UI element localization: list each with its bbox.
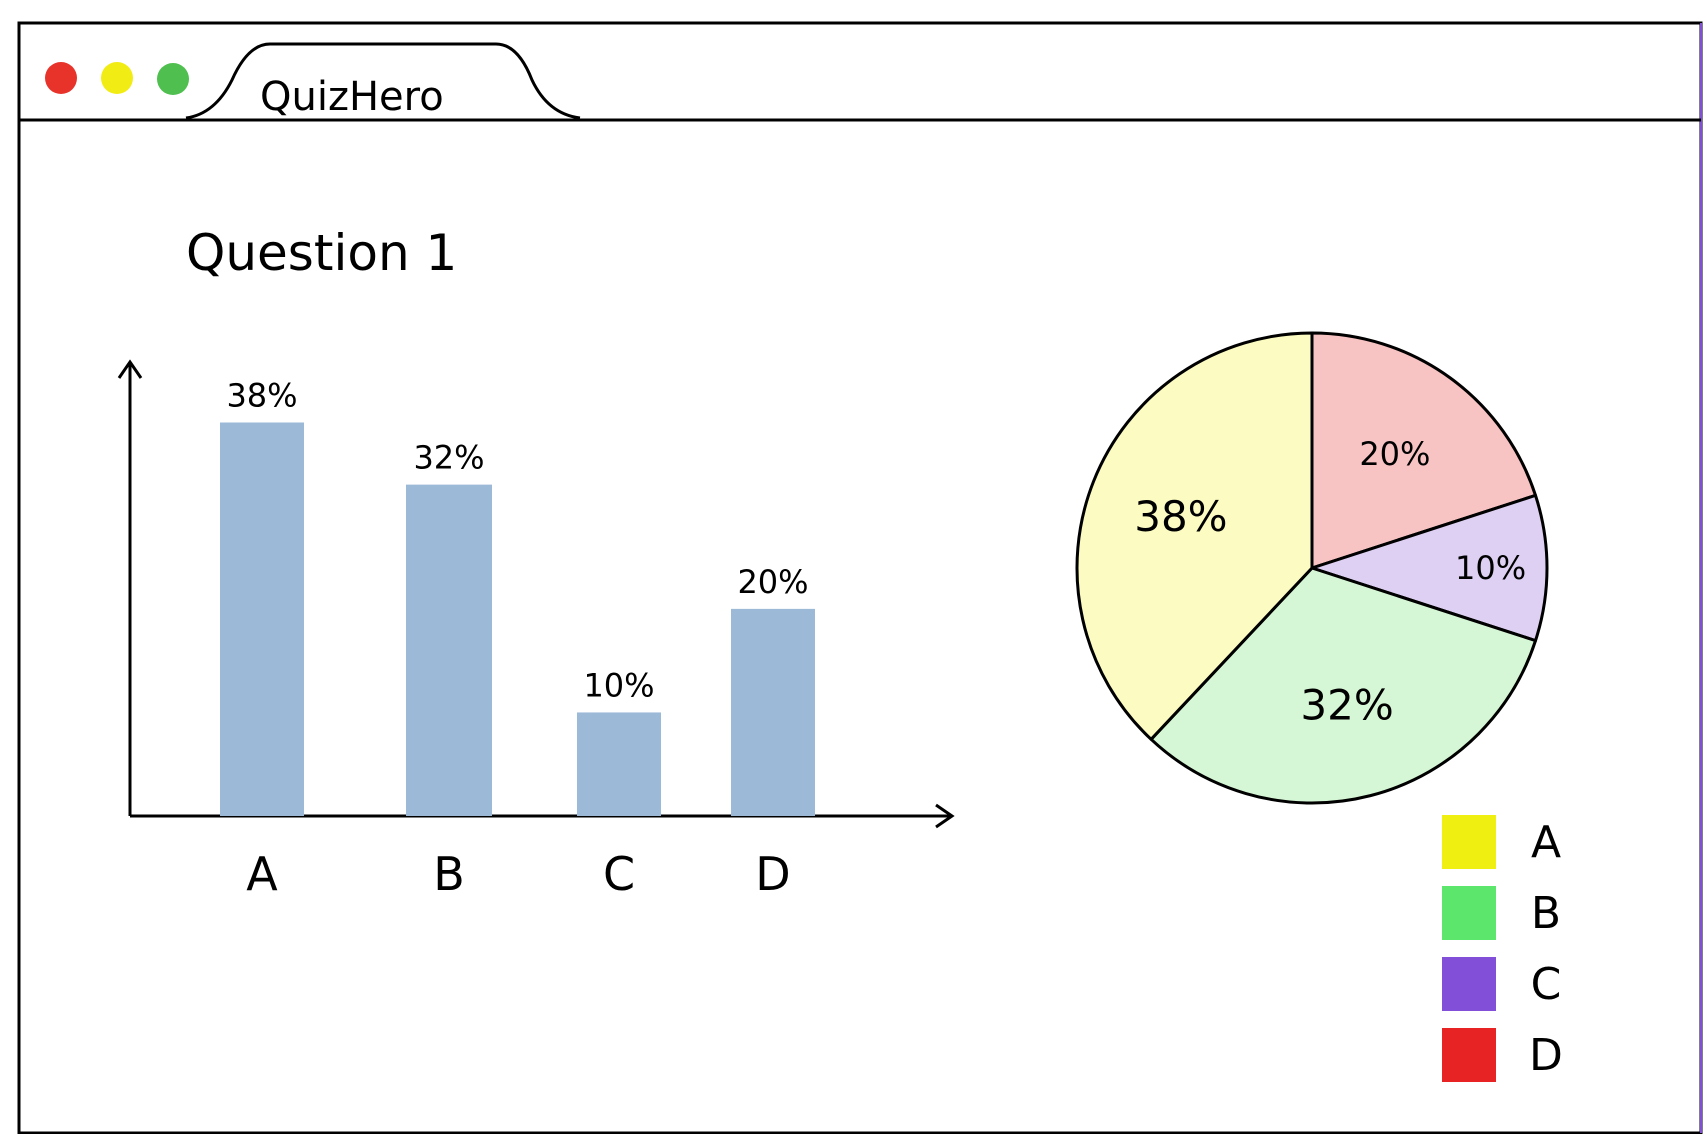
bar-data-label: 38% [226, 376, 297, 414]
x-axis-arrow [935, 803, 955, 829]
pie-data-label: 10% [1455, 549, 1526, 587]
bar-a [220, 422, 304, 816]
pie-slice-a [1075, 331, 1314, 741]
y-axis-arrow [117, 359, 143, 379]
legend-swatch-c [1442, 957, 1496, 1011]
bar-d [731, 608, 815, 816]
legend-swatch-b [1442, 886, 1496, 940]
bar-b [406, 484, 492, 816]
tab-outline [185, 42, 581, 120]
maximize-window-button[interactable] [157, 63, 189, 95]
bar-c [577, 712, 661, 816]
pie-slices: 20% 10% 32% 38% [1075, 331, 1549, 805]
bars: 38% A 32% B 10% C 20% D [220, 376, 815, 901]
legend-label: B [1531, 888, 1561, 939]
minimize-window-button[interactable] [101, 62, 133, 94]
bar-data-label: 10% [583, 666, 654, 704]
legend-label: D [1529, 1030, 1563, 1081]
x-tick-label: A [246, 847, 278, 901]
x-tick-label: D [755, 847, 790, 901]
tab-title: QuizHero [260, 74, 444, 120]
pie-slice-c [1310, 493, 1549, 643]
pie-chart: 20% 10% 32% 38% [1075, 331, 1549, 805]
pie-slice-b [1149, 566, 1537, 805]
page-title: Question 1 [186, 224, 457, 282]
bar-data-label: 20% [737, 563, 808, 601]
pie-data-label: 20% [1359, 435, 1430, 473]
bar-chart: 38% A 32% B 10% C 20% D [117, 359, 955, 901]
pie-data-label: 32% [1300, 680, 1393, 729]
close-window-button[interactable] [45, 62, 77, 94]
x-tick-label: C [603, 847, 635, 901]
legend-swatch-a [1442, 815, 1496, 869]
tab-quizhero[interactable]: QuizHero [185, 42, 581, 120]
bar-data-label: 32% [413, 439, 484, 477]
legend-label: A [1531, 817, 1561, 868]
legend-swatch-d [1442, 1028, 1496, 1082]
pie-data-label: 38% [1134, 492, 1227, 541]
pie-slice-d [1310, 331, 1537, 570]
legend-label: C [1531, 959, 1562, 1010]
x-tick-label: B [433, 847, 465, 901]
